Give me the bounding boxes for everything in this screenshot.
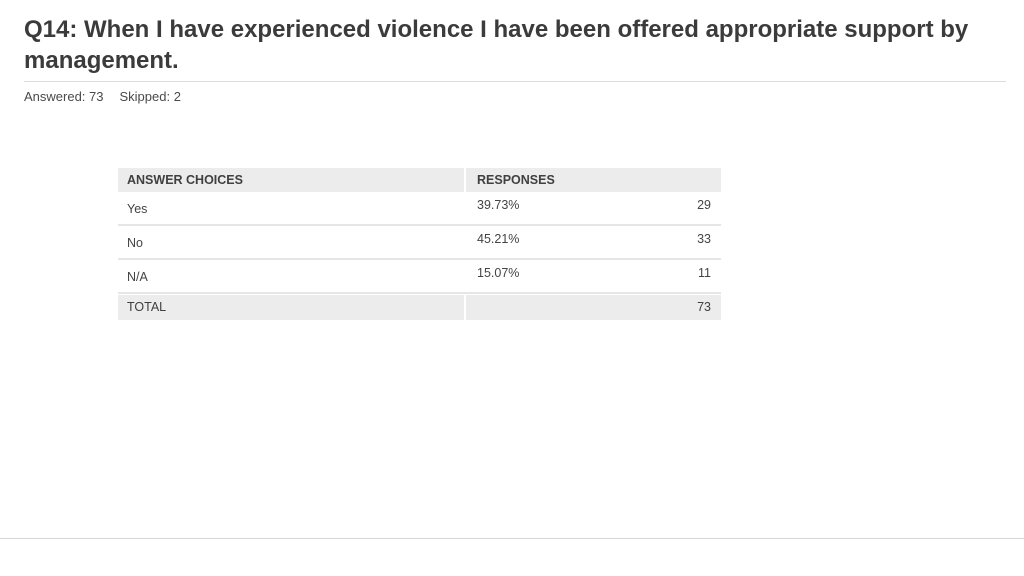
results-table: ANSWER CHOICES RESPONSES Yes 39.73% 29 N… xyxy=(118,168,721,320)
response-percent: 15.07% xyxy=(477,266,520,280)
response-cell: 45.21% 33 xyxy=(466,226,721,258)
title-divider xyxy=(24,81,1006,82)
total-count: 73 xyxy=(697,300,711,314)
answer-choice: Yes xyxy=(127,202,148,216)
table-row: Yes 39.73% 29 xyxy=(118,192,721,226)
response-cell: 39.73% 29 xyxy=(466,192,721,224)
header-responses: RESPONSES xyxy=(477,173,555,187)
answered-count: Answered: 73 xyxy=(24,89,104,104)
table-row: N/A 15.07% 11 xyxy=(118,260,721,294)
response-summary: Answered: 73 Skipped: 2 xyxy=(24,89,181,104)
total-label: TOTAL xyxy=(118,295,466,320)
footer-divider xyxy=(0,538,1024,539)
response-cell: 15.07% 11 xyxy=(466,260,721,292)
table-header-row: ANSWER CHOICES RESPONSES xyxy=(118,168,721,192)
answer-choice: No xyxy=(127,236,143,250)
table-row: No 45.21% 33 xyxy=(118,226,721,260)
total-cell: 73 xyxy=(466,295,721,320)
answer-choice: N/A xyxy=(127,270,148,284)
skipped-count: Skipped: 2 xyxy=(119,89,181,104)
response-count: 33 xyxy=(697,232,711,246)
header-answer-choices: ANSWER CHOICES xyxy=(118,168,466,192)
response-count: 29 xyxy=(697,198,711,212)
question-title: Q14: When I have experienced violence I … xyxy=(24,16,969,74)
response-percent: 39.73% xyxy=(477,198,520,212)
response-count: 11 xyxy=(698,266,711,280)
table-total-row: TOTAL 73 xyxy=(118,295,721,320)
response-percent: 45.21% xyxy=(477,232,520,246)
